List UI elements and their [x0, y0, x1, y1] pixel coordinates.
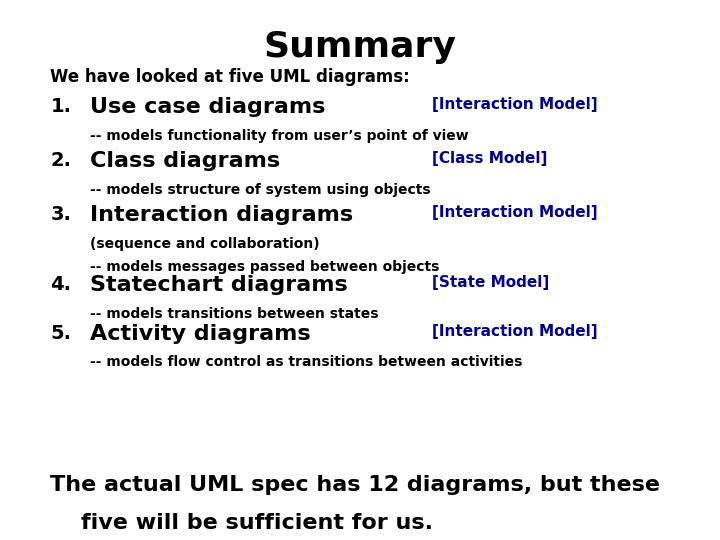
- Text: Class diagrams: Class diagrams: [90, 151, 280, 171]
- Text: [State Model]: [State Model]: [432, 275, 549, 291]
- Text: -- models transitions between states: -- models transitions between states: [90, 307, 379, 321]
- Text: Statechart diagrams: Statechart diagrams: [90, 275, 348, 295]
- Text: -- models structure of system using objects: -- models structure of system using obje…: [90, 183, 431, 197]
- Text: The actual UML spec has 12 diagrams, but these: The actual UML spec has 12 diagrams, but…: [50, 475, 660, 495]
- Text: Interaction diagrams: Interaction diagrams: [90, 205, 353, 225]
- Text: 5.: 5.: [50, 324, 71, 343]
- Text: [Class Model]: [Class Model]: [432, 151, 547, 166]
- Text: -- models flow control as transitions between activities: -- models flow control as transitions be…: [90, 355, 523, 369]
- Text: Summary: Summary: [264, 30, 456, 64]
- Text: Use case diagrams: Use case diagrams: [90, 97, 325, 117]
- Text: [Interaction Model]: [Interaction Model]: [432, 97, 598, 112]
- Text: We have looked at five UML diagrams:: We have looked at five UML diagrams:: [50, 68, 410, 85]
- Text: 4.: 4.: [50, 275, 71, 294]
- Text: -- models functionality from user’s point of view: -- models functionality from user’s poin…: [90, 129, 469, 143]
- Text: Activity diagrams: Activity diagrams: [90, 324, 310, 344]
- Text: [Interaction Model]: [Interaction Model]: [432, 324, 598, 339]
- Text: [Interaction Model]: [Interaction Model]: [432, 205, 598, 220]
- Text: 1.: 1.: [50, 97, 71, 116]
- Text: 2.: 2.: [50, 151, 71, 170]
- Text: five will be sufficient for us.: five will be sufficient for us.: [50, 513, 433, 533]
- Text: 3.: 3.: [50, 205, 71, 224]
- Text: -- models messages passed between objects: -- models messages passed between object…: [90, 260, 439, 274]
- Text: (sequence and collaboration): (sequence and collaboration): [90, 237, 320, 251]
